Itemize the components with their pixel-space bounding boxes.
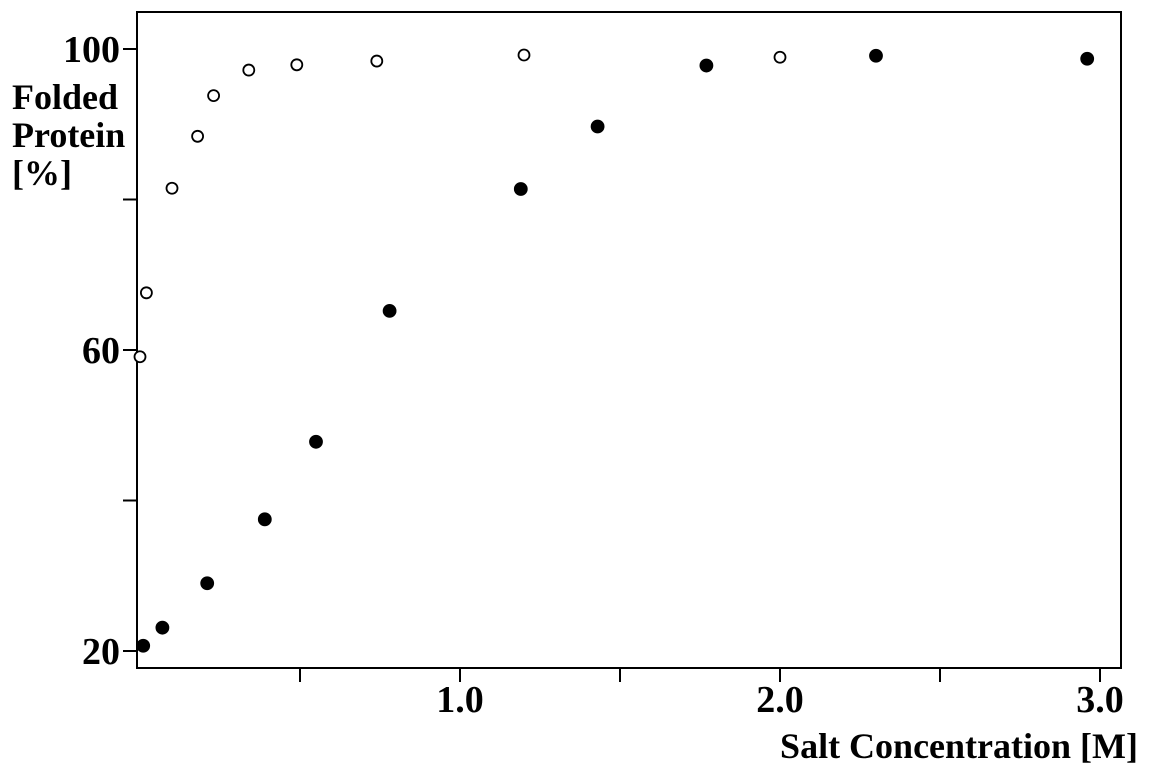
filled-data-point (200, 576, 215, 591)
open-data-point (207, 89, 221, 103)
filled-data-point (257, 512, 272, 527)
x-tick-label: 2.0 (756, 679, 804, 721)
x-tick-label: 3.0 (1076, 679, 1124, 721)
open-data-point (370, 54, 384, 68)
filled-data-point (699, 58, 714, 73)
filled-data-point (869, 48, 883, 63)
x-axis-title: Salt Concentration [M] (780, 726, 1138, 766)
y-axis-ticks (123, 48, 137, 652)
open-data-point (242, 63, 256, 77)
filled-data-point (382, 303, 397, 318)
open-data-point (139, 286, 153, 300)
open-data-point (290, 58, 304, 72)
open-data-point (133, 350, 147, 364)
filled-data-point (155, 620, 170, 635)
x-axis-ticks (299, 668, 1101, 682)
y-tick-label: 60 (82, 330, 120, 372)
y-axis-title-line-3: [%] (12, 153, 72, 193)
y-axis-title-line-2: Protein (12, 115, 125, 155)
y-tick-label: 100 (63, 29, 120, 71)
data-points (133, 48, 1095, 653)
y-tick-label: 20 (82, 631, 120, 673)
open-data-point (165, 181, 179, 195)
filled-data-point (590, 119, 605, 134)
plot-frame (136, 11, 1122, 669)
x-tick-label: 1.0 (436, 679, 484, 721)
y-axis-tick-labels: 20 60 100 (63, 29, 120, 673)
filled-data-point (136, 638, 151, 653)
open-data-point (517, 48, 531, 62)
open-data-point (191, 129, 205, 143)
filled-data-point (513, 182, 528, 196)
filled-data-point (309, 434, 323, 449)
y-axis-title-line-1: Folded (12, 77, 118, 117)
open-data-point (773, 50, 787, 64)
filled-data-point (1080, 51, 1095, 66)
x-axis-tick-labels: 1.0 2.0 3.0 (436, 679, 1124, 721)
